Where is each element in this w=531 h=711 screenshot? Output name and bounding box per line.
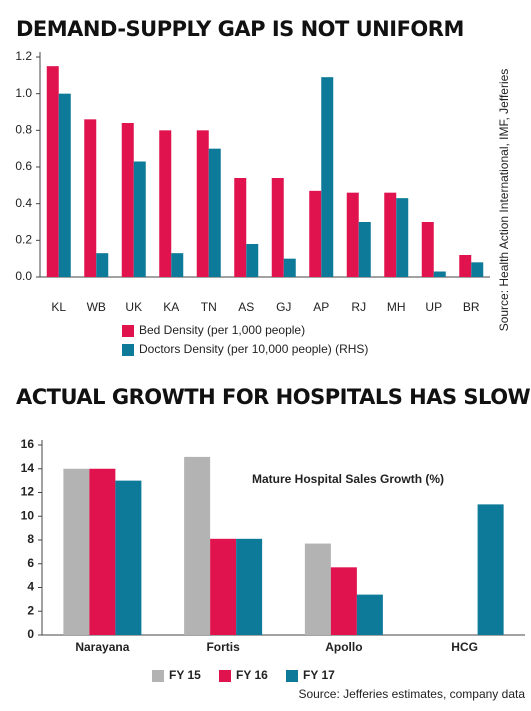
x-tick-label: KA (163, 300, 179, 314)
y-tick-label: 14 (21, 461, 35, 475)
y-tick-label: 6 (27, 556, 34, 570)
bar (309, 190, 322, 277)
y-tick-label: 10 (21, 508, 35, 522)
x-tick-label: UP (425, 300, 442, 314)
bar (58, 93, 71, 278)
bar (63, 468, 90, 635)
legend-label: FY 17 (303, 668, 335, 682)
legend-swatch (219, 670, 231, 682)
bar (236, 538, 263, 635)
chart-title: DEMAND-SUPPLY GAP IS NOT UNIFORM (16, 17, 464, 41)
bar (384, 192, 397, 277)
legend-swatch (286, 670, 298, 682)
y-tick-label: 1.0 (15, 86, 32, 100)
bar (356, 594, 383, 635)
bar (208, 148, 221, 277)
bar (121, 123, 134, 277)
x-tick-label: TN (201, 300, 217, 314)
y-tick-label: 8 (27, 532, 34, 546)
y-tick-label: 12 (21, 485, 35, 499)
x-tick-label: Apollo (325, 640, 362, 654)
x-tick-label: HCG (451, 640, 478, 654)
bar (433, 271, 446, 277)
y-tick-label: 2 (27, 603, 34, 617)
bar (477, 504, 504, 635)
bar (210, 538, 237, 635)
bar (234, 178, 247, 277)
x-tick-label: Narayana (75, 640, 129, 654)
bar (346, 192, 359, 277)
x-tick-label: RJ (351, 300, 366, 314)
bar (471, 262, 484, 277)
y-tick-label: 0.2 (15, 233, 32, 247)
bar (246, 244, 259, 277)
source: Source: Jefferies estimates, company dat… (298, 687, 525, 701)
y-tick-label: 0.4 (15, 196, 32, 210)
y-tick-label: 1.2 (15, 49, 32, 63)
bar (358, 222, 371, 277)
y-tick-label: 0.0 (15, 269, 32, 283)
bar (84, 119, 97, 277)
legend-label: FY 15 (169, 668, 201, 682)
bar (330, 567, 357, 635)
y-tick-label: 0.6 (15, 159, 32, 173)
bar (96, 253, 109, 277)
source: Source: Health Action International, IMF… (497, 69, 511, 332)
x-tick-label: KL (51, 300, 66, 314)
x-tick-label: GJ (276, 300, 291, 314)
chart-title: ACTUAL GROWTH FOR HOSPITALS HAS SLOWED (16, 385, 531, 409)
x-tick-label: Fortis (206, 640, 240, 654)
legend-swatch (152, 670, 164, 682)
legend-swatch (122, 325, 134, 337)
y-tick-label: 0.8 (15, 123, 32, 137)
y-tick-label: 16 (21, 437, 35, 451)
bar (196, 130, 209, 277)
x-tick-label: AP (313, 300, 329, 314)
y-tick-label: 4 (27, 580, 34, 594)
bar (184, 456, 211, 635)
x-tick-label: UK (125, 300, 142, 314)
bar (159, 130, 172, 277)
chart-subtitle: Mature Hospital Sales Growth (%) (252, 472, 444, 486)
bar (133, 161, 146, 277)
bar (46, 66, 59, 278)
x-tick-label: BR (463, 300, 480, 314)
legend-label: Bed Density (per 1,000 people) (139, 323, 305, 337)
bar (115, 480, 142, 635)
x-tick-label: MH (387, 300, 406, 314)
y-tick-label: 0 (27, 627, 34, 641)
bar (396, 198, 409, 277)
legend-swatch (122, 344, 134, 356)
bar (321, 77, 334, 278)
x-tick-label: AS (238, 300, 254, 314)
legend-label: FY 16 (236, 668, 268, 682)
bar (283, 258, 296, 277)
bar (271, 178, 284, 277)
bar (459, 255, 472, 277)
bar (171, 253, 184, 277)
legend-label: Doctors Density (per 10,000 people) (RHS… (139, 342, 368, 356)
x-tick-label: WB (87, 300, 106, 314)
bar (89, 468, 116, 635)
bar (421, 222, 434, 277)
bar (304, 543, 331, 635)
